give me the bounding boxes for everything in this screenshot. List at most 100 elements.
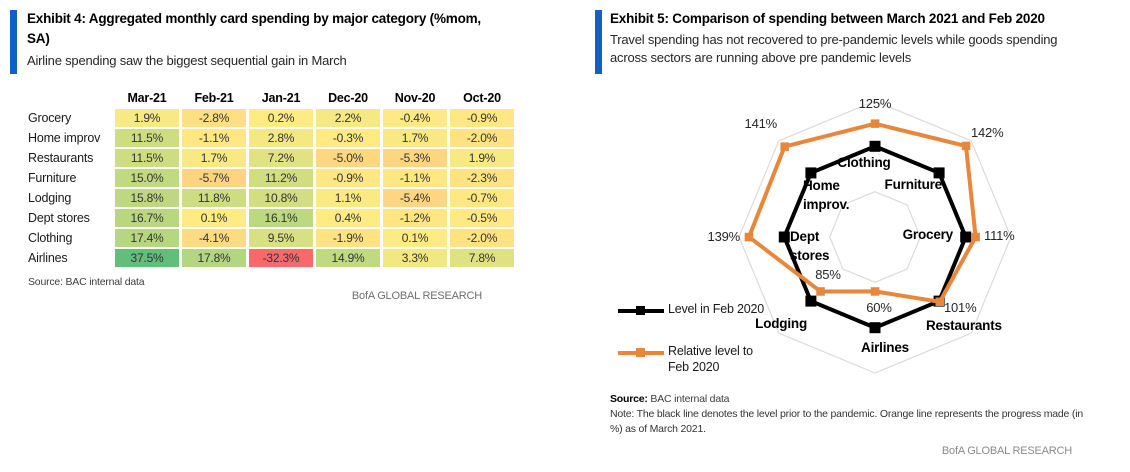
heatmap-cell: 2.8% — [249, 129, 313, 147]
heatmap-cell: 1.7% — [182, 149, 246, 167]
heatmap-cell: -32.3% — [249, 249, 313, 267]
radar-value-label: 85% — [815, 267, 841, 282]
heatmap-cell: 1.9% — [450, 149, 514, 167]
heatmap-cell: -0.7% — [450, 189, 514, 207]
exhibit5-accent-bar — [595, 10, 602, 74]
radar-value-label: 125% — [859, 96, 892, 111]
heatmap-cell: -1.2% — [383, 209, 447, 227]
heatmap-cell: -5.4% — [383, 189, 447, 207]
legend-label: Relative level to Feb 2020 — [668, 344, 753, 374]
heatmap-cell: 17.8% — [182, 249, 246, 267]
column-header: Nov-20 — [394, 91, 436, 105]
radar-category-label: Airlines — [861, 340, 909, 355]
radar-marker — [805, 295, 817, 307]
heatmap-cell: -0.4% — [383, 109, 447, 127]
heatmap-cell: -4.1% — [182, 229, 246, 247]
heatmap-cell: -5.7% — [182, 169, 246, 187]
legend-line-marker-icon — [618, 305, 664, 317]
radar-value-label: 141% — [745, 116, 778, 131]
exhibit4-accent-bar — [10, 10, 17, 74]
exhibit4-branding: BofA GLOBAL RESEARCH — [351, 290, 482, 302]
radar-grid-ring — [738, 100, 1012, 374]
radar-value-label: 111% — [984, 228, 1015, 243]
heatmap-cell: 11.2% — [249, 169, 313, 187]
heatmap-cell: -1.1% — [383, 169, 447, 187]
legend-item: Level in Feb 2020 — [618, 302, 764, 318]
radar-marker — [935, 297, 944, 306]
radar-marker — [971, 232, 980, 242]
radar-value-label: 101% — [944, 300, 977, 315]
heatmap-cell: 0.4% — [316, 209, 380, 227]
radar-value-label: 139% — [708, 229, 741, 244]
heatmap-cell: -0.9% — [316, 169, 380, 187]
column-header: Oct-20 — [463, 91, 501, 105]
heatmap-cell: -2.0% — [450, 229, 514, 247]
heatmap-cell: -5.3% — [383, 149, 447, 167]
row-label: Restaurants — [28, 151, 94, 165]
column-header: Jan-21 — [261, 91, 301, 105]
radar-marker — [870, 287, 880, 296]
exhibit4-title: Exhibit 4: Aggregated monthly card spend… — [27, 11, 481, 46]
row-label: Lodging — [28, 191, 72, 205]
heatmap-cell: 17.4% — [115, 229, 179, 247]
heatmap-cell: 11.5% — [115, 129, 179, 147]
exhibit5-note: Note: The black line denotes the level p… — [610, 408, 1083, 435]
heatmap-cell: -2.8% — [182, 109, 246, 127]
radar-marker — [869, 140, 881, 152]
exhibit5-source: Source: BAC internal data — [610, 392, 730, 407]
radar-category-label: Clothing — [837, 155, 890, 170]
column-header: Dec-20 — [328, 91, 368, 105]
radar-marker — [961, 141, 971, 151]
radar-grid-ring — [829, 191, 921, 283]
radar-marker — [960, 231, 972, 243]
legend-line-marker-icon — [618, 347, 664, 359]
heatmap-cell: 1.9% — [115, 109, 179, 127]
row-label: Airlines — [28, 251, 68, 265]
radar-category-label: Home — [803, 178, 840, 193]
column-header: Mar-21 — [127, 91, 167, 105]
radar-value-label: 142% — [971, 125, 1004, 140]
corner-cell — [28, 89, 112, 107]
row-label: Home improv — [28, 131, 101, 145]
radar-category-label: Grocery — [903, 227, 954, 242]
heatmap-cell: 0.2% — [249, 109, 313, 127]
radar-marker — [869, 322, 881, 334]
exhibit5-branding: BofA GLOBAL RESEARCH — [941, 445, 1072, 457]
column-header: Feb-21 — [194, 91, 234, 105]
radar-marker — [805, 167, 817, 179]
radar-marker — [744, 232, 754, 242]
radar-category-label: stores — [790, 248, 829, 263]
exhibit5-title: Exhibit 5: Comparison of spending betwee… — [610, 11, 1045, 26]
heatmap-cell: 0.1% — [383, 229, 447, 247]
exhibit4-subtitle: Airline spending saw the biggest sequent… — [27, 53, 347, 68]
radar-marker — [780, 142, 789, 151]
heatmap-cell: 37.5% — [115, 249, 179, 267]
heatmap-cell: -1.9% — [316, 229, 380, 247]
radar-marker — [870, 119, 880, 128]
radar-category-label: improv. — [803, 197, 849, 212]
heatmap-cell: -5.0% — [316, 149, 380, 167]
row-label: Clothing — [28, 231, 73, 245]
exhibit4-source: Source: BAC internal data — [28, 276, 145, 288]
heatmap-cell: -2.0% — [450, 129, 514, 147]
heatmap-table: Mar-21 Feb-21 Jan-21 Dec-20 Nov-20 Oct-20 Groc… — [28, 89, 514, 267]
source-text: BAC internal data — [650, 393, 730, 405]
heatmap-cell: -2.3% — [450, 169, 514, 187]
legend-item: Relative level to Feb 2020 — [618, 344, 764, 375]
radar-chart: 125% 142% 111% 101% 60% 85% 139% 141% Clothing Fu… — [708, 96, 1015, 374]
heatmap-cell: 10.8% — [249, 189, 313, 207]
radar-marker — [778, 231, 790, 243]
heatmap-cell: 1.7% — [383, 129, 447, 147]
heatmap-cell: -0.3% — [316, 129, 380, 147]
heatmap-cell: 16.7% — [115, 209, 179, 227]
heatmap-cell: 11.8% — [182, 189, 246, 207]
radar-category-label: Dept — [790, 229, 820, 244]
radar-category-label: Lodging — [755, 316, 807, 331]
heatmap-cell: 15.0% — [115, 169, 179, 187]
heatmap-cell: 16.1% — [249, 209, 313, 227]
heatmap-cell: -0.9% — [450, 109, 514, 127]
heatmap-cell: 1.1% — [316, 189, 380, 207]
radar-marker — [816, 287, 825, 296]
source-label: Source: — [610, 393, 648, 405]
